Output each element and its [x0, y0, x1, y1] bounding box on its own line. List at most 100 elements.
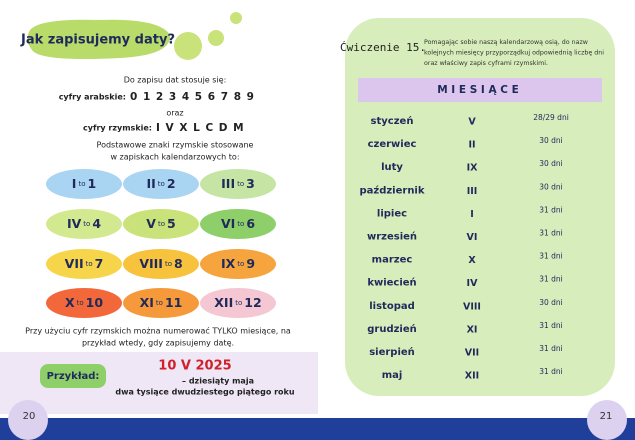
roman-label: cyfry rzymskie:	[83, 124, 152, 133]
numeral-text: IX to 9	[221, 256, 255, 271]
table-header: M I E S I Ą C E	[437, 84, 519, 96]
page-number: 21	[600, 411, 613, 422]
numeral-part: 4	[92, 216, 101, 231]
numeral-part: VII	[65, 256, 84, 271]
numeral-chip: IX to 9	[200, 249, 276, 279]
numeral-part: to	[156, 299, 163, 307]
example-line: dwa tysiące dwudziestego piątego roku	[115, 388, 294, 397]
numeral-text: XI to 11	[140, 295, 183, 310]
numeral-part: IX	[221, 256, 236, 271]
days: 30 dni	[539, 298, 563, 307]
numeral-oval	[46, 169, 122, 199]
days: 31 dni	[539, 252, 563, 261]
basic-note: w zapiskach kalendarzowych to:	[110, 153, 239, 162]
numeral-part: X	[65, 295, 75, 310]
numeral-part: III	[221, 176, 235, 191]
numeral-part: XI	[140, 295, 154, 310]
numeral-part: 2	[167, 176, 176, 191]
roman: VIII	[463, 301, 481, 312]
numeral-part: 3	[246, 176, 255, 191]
numeral-chip: II to 2	[123, 169, 199, 199]
numeral-oval	[46, 249, 122, 279]
days: 31 dni	[539, 321, 563, 330]
month: maj	[382, 370, 403, 381]
month: wrzesień	[367, 231, 417, 243]
instruction: oraz właściwy zapis cyframi rzymskimi.	[424, 59, 548, 67]
numeral-part: to	[237, 260, 244, 268]
numeral-part: 8	[174, 256, 183, 271]
month: marzec	[372, 255, 413, 266]
numeral-text: III to 3	[221, 176, 255, 191]
numeral-oval	[123, 209, 199, 239]
days: 31 dni	[539, 275, 563, 284]
numeral-text: II to 2	[146, 176, 175, 191]
numeral-part: to	[77, 299, 84, 307]
numeral-part: to	[165, 260, 172, 268]
numeral-part: 1	[87, 176, 96, 191]
numeral-part: to	[83, 220, 90, 228]
month: listopad	[369, 301, 415, 312]
table-header-bar	[358, 78, 602, 102]
month: luty	[381, 162, 403, 173]
numeral-oval	[123, 249, 199, 279]
days: 30 dni	[539, 136, 563, 145]
numeral-part: to	[237, 220, 244, 228]
days: 28/29 dni	[533, 113, 569, 122]
title-bubble	[27, 19, 171, 59]
roman: V	[468, 117, 476, 128]
numeral-part: 12	[244, 295, 261, 310]
numeral-chip: IV to 4	[46, 209, 122, 239]
month: lipiec	[377, 208, 407, 219]
numeral-chip: XII to 12	[200, 288, 276, 318]
numeral-oval	[200, 209, 276, 239]
numeral-text: XII to 12	[214, 295, 261, 310]
numeral-part: V	[146, 216, 156, 231]
note: przykład wtedy, gdy zapisujemy datę.	[82, 339, 234, 348]
numeral-part: to	[78, 180, 85, 188]
month: styczeń	[371, 115, 414, 127]
days: 31 dni	[539, 229, 563, 238]
numeral-part: to	[235, 299, 242, 307]
page-number: 20	[23, 411, 36, 422]
roman: IX	[467, 163, 479, 174]
month: czerwiec	[368, 139, 417, 150]
numeral-text: VI to 6	[221, 216, 255, 231]
numeral-part: 9	[246, 256, 255, 271]
decor-dot	[174, 32, 202, 60]
page-badge	[8, 400, 48, 440]
numeral-text: VII to 7	[65, 256, 104, 271]
roman: X	[468, 255, 476, 266]
title: Jak zapisujemy daty?	[20, 33, 175, 48]
numeral-part: 5	[167, 216, 176, 231]
roman: I	[470, 209, 474, 220]
numeral-text: IV to 4	[67, 216, 101, 231]
roman-digits: I V X L C D M	[156, 122, 245, 134]
days: 31 dni	[539, 367, 563, 376]
numeral-oval	[46, 209, 122, 239]
numeral-part: IV	[67, 216, 82, 231]
numeral-part: to	[158, 220, 165, 228]
numeral-part: 6	[246, 216, 255, 231]
month: sierpień	[369, 346, 415, 358]
numeral-oval	[200, 288, 276, 318]
numeral-part: 7	[95, 256, 104, 271]
page-badge	[587, 400, 627, 440]
numeral-chip: VI to 6	[200, 209, 276, 239]
numeral-part: to	[158, 180, 165, 188]
instruction: kolejnych miesięcy przyporządkuj odpowie…	[424, 50, 604, 57]
month: październik	[359, 184, 424, 196]
numeral-part: 10	[86, 295, 104, 310]
arabic-digits: 0 1 2 3 4 5 6 7 8 9	[130, 91, 255, 103]
decor-dot	[230, 12, 242, 24]
days: 31 dni	[539, 344, 563, 353]
exercise-panel	[345, 18, 615, 396]
numeral-oval	[123, 288, 199, 318]
numeral-oval	[200, 169, 276, 199]
month: grudzień	[367, 323, 417, 335]
arabic-label: cyfry arabskie:	[59, 93, 126, 102]
conjunction: oraz	[166, 109, 183, 118]
